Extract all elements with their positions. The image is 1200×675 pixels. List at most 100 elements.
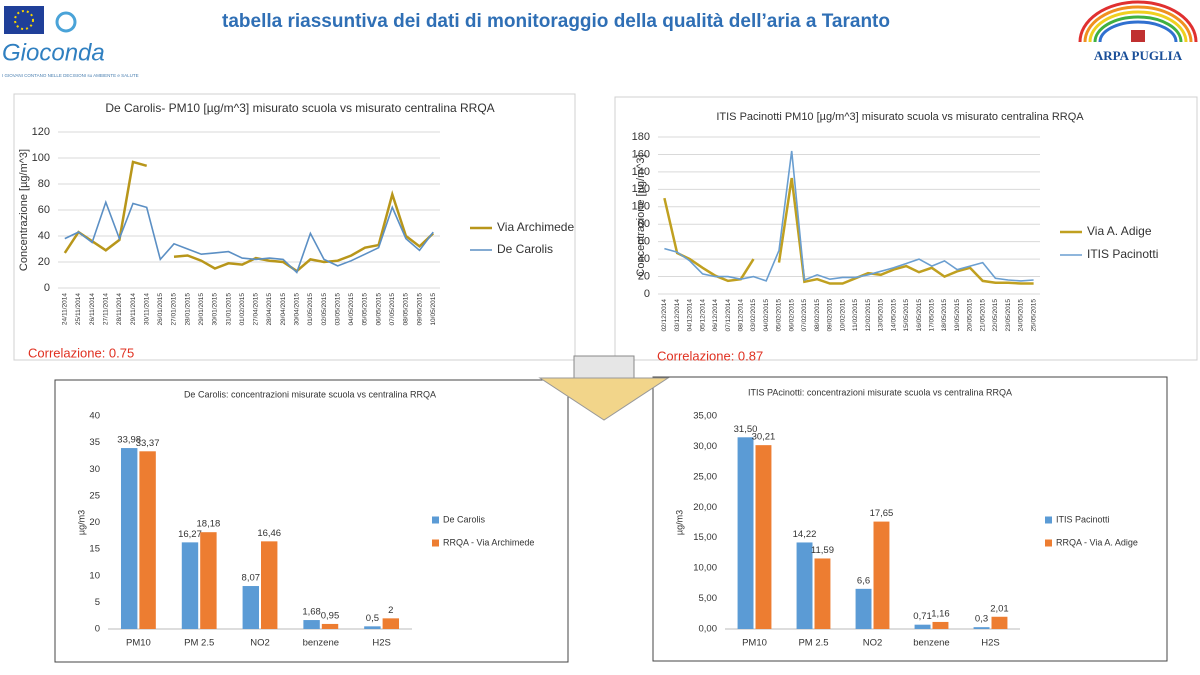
x-tick-label: 12/02/2015	[865, 299, 872, 332]
x-tick-label: 26/01/2015	[157, 293, 164, 326]
emblem	[1131, 30, 1145, 42]
y-tick-label: 60	[38, 204, 50, 216]
bar	[382, 618, 400, 629]
x-tick-label: 28/11/2014	[116, 293, 123, 325]
chart-title: De Carolis: concentrazioni misurate scuo…	[184, 389, 436, 399]
y-tick-label: 35,00	[693, 411, 717, 422]
x-tick-label: 17/05/2015	[928, 299, 935, 332]
data-label: 0,3	[975, 614, 988, 625]
y-tick-label: 35	[89, 437, 100, 448]
logo-right: ARPA PUGLIA	[1094, 48, 1183, 63]
bar	[914, 624, 931, 629]
x-tick-label: 09/02/2015	[827, 299, 834, 332]
x-tick-label: 09/05/2015	[416, 293, 423, 326]
line-series	[664, 150, 1034, 282]
eu-stars	[14, 10, 34, 30]
data-label: 0,71	[913, 611, 932, 622]
x-tick-label: 03/05/2015	[334, 293, 341, 326]
x-tick-label: PM 2.5	[798, 638, 828, 649]
y-axis-label: µg/m3	[76, 510, 86, 535]
x-tick-label: 07/12/2014	[725, 299, 732, 332]
legend-label: RRQA - Via Archimede	[443, 537, 534, 547]
x-tick-label: 06/12/2014	[712, 299, 719, 332]
x-tick-label: NO2	[250, 638, 270, 649]
logo-tagline: I GIOVANI CONTANO NELLE DECISIONI su AMB…	[2, 73, 139, 78]
x-tick-label: benzene	[913, 638, 949, 649]
arrow	[538, 355, 670, 421]
x-tick-label: 26/11/2014	[89, 293, 96, 325]
x-tick-label: 27/01/2015	[171, 293, 178, 326]
bar	[242, 586, 259, 629]
x-tick-label: 16/05/2015	[916, 299, 923, 332]
y-tick-label: 40	[638, 253, 650, 265]
y-tick-label: 25,00	[693, 471, 717, 482]
data-label: 1,16	[931, 608, 950, 619]
bar	[181, 542, 199, 629]
annotation: Correlazione: 0.75	[28, 345, 134, 360]
x-tick-label: 07/02/2015	[801, 299, 808, 332]
data-label: 0,95	[321, 610, 340, 621]
x-tick-label: PM10	[742, 638, 767, 649]
bar	[755, 445, 772, 629]
data-label: 16,27	[178, 529, 202, 540]
x-tick-label: 29/11/2014	[130, 293, 137, 325]
y-tick-label: 0	[44, 282, 50, 294]
y-axis-label: Concentrazione [µg/m^3]	[635, 154, 647, 276]
x-tick-label: 30/11/2014	[143, 293, 150, 325]
x-tick-label: 04/05/2015	[348, 293, 355, 326]
x-tick-label: 05/12/2014	[699, 299, 706, 332]
x-tick-label: 18/05/2015	[941, 299, 948, 332]
x-tick-label: 05/02/2015	[776, 299, 783, 332]
y-tick-label: 0,00	[699, 624, 718, 635]
bar	[321, 623, 339, 629]
x-tick-label: 13/05/2015	[878, 299, 885, 332]
x-tick-label: 28/04/2015	[266, 293, 273, 326]
y-tick-label: 80	[638, 218, 650, 230]
bar	[796, 542, 813, 629]
legend-label: Via A. Adige	[1087, 224, 1152, 238]
y-tick-label: 100	[632, 201, 650, 213]
y-tick-label: 20	[38, 256, 50, 268]
y-tick-label: 40	[89, 411, 100, 422]
data-label: 6,6	[857, 575, 870, 586]
y-tick-label: 80	[38, 178, 50, 190]
x-tick-label: 29/04/2015	[280, 293, 287, 326]
x-tick-label: 01/05/2015	[307, 293, 314, 326]
rainbow	[1078, 0, 1198, 43]
x-tick-label: 06/05/2015	[375, 293, 382, 326]
x-tick-label: 02/12/2014	[661, 299, 668, 332]
y-tick-label: 20,00	[693, 502, 717, 513]
data-label: 11,59	[811, 545, 834, 556]
legend-label: ITIS Pacinotti	[1056, 514, 1110, 524]
x-tick-label: NO2	[863, 638, 883, 649]
x-tick-label: 25/11/2014	[75, 293, 82, 325]
chart-title: De Carolis- PM10 [µg/m^3] misurato scuol…	[105, 101, 494, 115]
x-tick-label: 31/01/2015	[225, 293, 232, 326]
bar	[873, 521, 890, 629]
x-tick-label: 30/04/2015	[293, 293, 300, 326]
x-tick-label: PM10	[126, 638, 151, 649]
x-tick-label: 19/05/2015	[954, 299, 961, 332]
bar	[991, 616, 1008, 629]
chart-title: ITIS Pacinotti PM10 [µg/m^3] misurato sc…	[716, 111, 1084, 123]
x-tick-label: 28/01/2015	[184, 293, 191, 326]
data-label: 30,21	[752, 432, 776, 443]
bar	[814, 558, 831, 629]
y-tick-label: 180	[632, 131, 650, 143]
x-tick-label: 24/11/2014	[62, 293, 69, 325]
y-tick-label: 5	[95, 597, 100, 608]
x-tick-label: 21/05/2015	[979, 299, 986, 332]
eu-flag	[4, 6, 44, 34]
legend-label: ITIS Pacinotti	[1087, 247, 1158, 261]
x-tick-label: 01/02/2015	[239, 293, 246, 326]
y-axis-label: µg/m3	[674, 510, 684, 535]
line-series	[64, 199, 434, 274]
legend-label: RRQA - Via A. Adige	[1056, 537, 1138, 547]
y-tick-label: 30,00	[693, 441, 717, 452]
data-label: 8,07	[242, 573, 261, 584]
y-tick-label: 5,00	[699, 593, 718, 604]
data-label: 18,18	[197, 519, 221, 530]
x-tick-label: H2S	[372, 638, 390, 649]
y-tick-label: 15,00	[693, 532, 717, 543]
